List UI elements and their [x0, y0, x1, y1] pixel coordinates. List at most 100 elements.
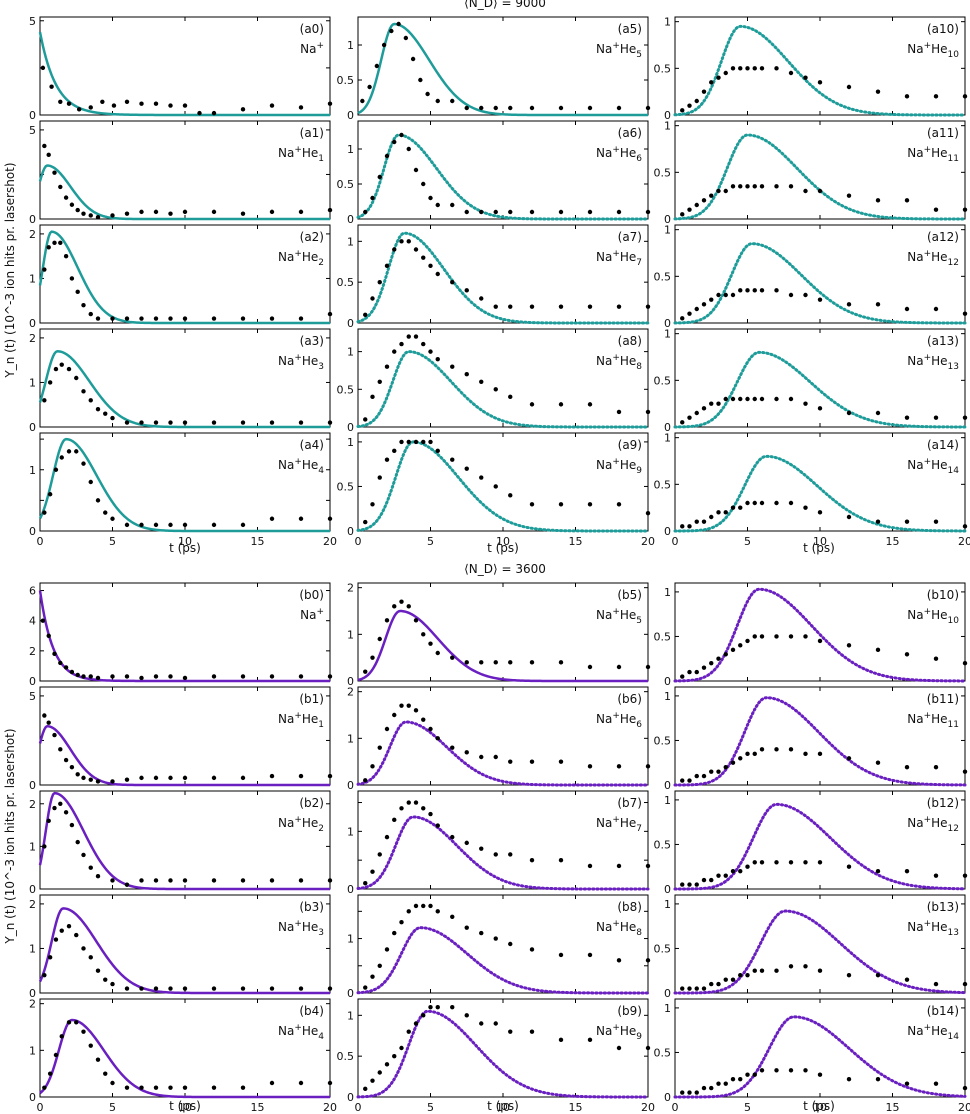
- species-label-a4: Na+He4: [278, 457, 324, 476]
- data-point-b14-4: [709, 1085, 714, 1091]
- data-point-b9-20: [645, 1045, 651, 1051]
- data-point-b2-3: [58, 801, 63, 806]
- ytick-label-a11-0: 0: [664, 213, 671, 226]
- ytick-label-b12-0: 0: [664, 883, 671, 896]
- data-point-a5-18: [587, 105, 593, 111]
- ytick-label-b7-0: 0: [347, 883, 354, 896]
- panel-frame-a2: [39, 224, 331, 324]
- data-point-b0-17: [240, 674, 246, 679]
- data-point-a0-10: [153, 101, 159, 106]
- data-point-a10-3: [701, 89, 707, 94]
- data-point-a2-10: [110, 316, 115, 321]
- ytick-label-a8-2: 1: [347, 346, 354, 359]
- data-point-a2-8: [88, 311, 93, 317]
- panel-a4: 010 5 10 15 20(a4)Na+He4: [29, 432, 337, 548]
- data-point-a2-16: [211, 316, 217, 321]
- xtick-label-a14-2: 10: [813, 535, 827, 548]
- data-point-a4-6: [81, 461, 86, 466]
- data-point-b8-4: [392, 930, 397, 936]
- data-point-a1-20: [327, 207, 333, 213]
- data-point-b1-15: [182, 775, 188, 781]
- data-point-b2-2: [52, 805, 57, 811]
- fit-curve-a4: [38, 437, 330, 533]
- data-point-b5-2: [377, 636, 382, 642]
- data-point-b10-19: [933, 656, 939, 661]
- panel-id-a12: (a12): [927, 230, 959, 244]
- data-point-a7-6: [406, 239, 411, 244]
- data-point-b8-8: [421, 903, 426, 909]
- panel-frame-a5: [357, 16, 649, 116]
- fit-curve-b4: [39, 1018, 330, 1099]
- panel-id-a9: (a9): [618, 438, 642, 452]
- data-point-a12-3: [701, 302, 707, 307]
- data-point-b9-19: [616, 1045, 622, 1051]
- data-point-a13-3: [701, 406, 707, 411]
- fit-curve-b5: [357, 609, 648, 683]
- data-point-a13-16: [846, 410, 852, 416]
- data-point-b14-6: [723, 1081, 728, 1086]
- data-point-a11-12: [774, 184, 779, 189]
- species-label-a14: Na+He14: [907, 457, 959, 476]
- data-point-a14-14: [803, 505, 808, 510]
- data-point-b2-1: [46, 818, 51, 824]
- data-point-a3-10: [110, 415, 115, 421]
- data-point-a4-9: [103, 510, 108, 515]
- data-point-a11-20: [962, 207, 968, 212]
- data-point-a10-6: [723, 70, 728, 76]
- data-point-a6-8: [421, 181, 426, 187]
- ytick-label-b6-1: 1: [347, 732, 354, 745]
- data-point-b1-11: [124, 777, 130, 782]
- data-point-a5-11: [450, 98, 455, 104]
- data-point-a10-4: [709, 80, 714, 85]
- data-point-a9-20: [645, 510, 651, 516]
- data-point-b0-6: [75, 672, 80, 678]
- data-point-b14-8: [738, 1076, 743, 1082]
- data-point-b1-9: [95, 779, 101, 784]
- data-point-b8-15: [508, 941, 513, 947]
- ytick-label-b1-0: 0: [29, 779, 36, 792]
- ytick-label-b5-1: 1: [347, 628, 354, 641]
- data-point-a5-14: [493, 105, 498, 111]
- data-point-b9-15: [508, 1029, 513, 1034]
- data-point-a6-6: [406, 146, 411, 152]
- species-label-b8: Na+He8: [596, 919, 642, 938]
- data-point-a11-18: [904, 198, 910, 203]
- data-point-a12-4: [709, 297, 714, 302]
- panel-b11: 0 0.5 1 (b11) Na+He11: [654, 686, 968, 792]
- panel-frame-b5: [357, 582, 649, 682]
- data-point-a3-20: [327, 420, 333, 425]
- data-point-b5-4: [392, 604, 397, 609]
- data-point-b10-8: [738, 643, 743, 648]
- data-point-b4-13: [153, 1085, 159, 1090]
- data-point-b10-16: [846, 643, 852, 648]
- data-point-a7-16: [529, 304, 535, 309]
- species-label-a11: Na+He11: [907, 145, 959, 164]
- data-point-a14-2: [694, 519, 699, 524]
- data-point-a8-8: [421, 341, 426, 347]
- data-point-a14-15: [817, 510, 823, 515]
- data-point-b11-8: [738, 756, 743, 761]
- data-point-a10-11: [759, 66, 765, 71]
- data-point-a7-0: [363, 312, 368, 318]
- ytick-label-a14-1: 0.5: [654, 478, 672, 491]
- data-point-b7-2: [377, 852, 382, 857]
- ytick-label-b12-2: 1: [664, 794, 671, 807]
- data-point-b13-15: [817, 968, 823, 973]
- fit-curve-b8: [356, 926, 650, 995]
- data-point-a10-12: [774, 66, 779, 71]
- ytick-label-a2-1: 1: [29, 272, 36, 285]
- data-point-a9-9: [428, 439, 433, 445]
- ytick-label-a2-2: 2: [29, 228, 36, 241]
- xtick-label-b14-3: 15: [886, 1101, 900, 1114]
- data-point-b4-4: [66, 1020, 72, 1025]
- data-point-b2-15: [182, 878, 188, 883]
- data-point-a9-4: [392, 448, 397, 454]
- data-point-a9-6: [406, 439, 411, 445]
- ytick-label-b2-1: 1: [29, 840, 36, 853]
- panel-id-b4: (b4): [299, 1004, 324, 1018]
- data-point-b4-11: [124, 1085, 130, 1090]
- data-point-b3-5: [74, 932, 79, 938]
- data-point-a8-3: [384, 364, 390, 369]
- data-point-b6-17: [558, 759, 564, 764]
- data-point-b14-12: [774, 1068, 779, 1073]
